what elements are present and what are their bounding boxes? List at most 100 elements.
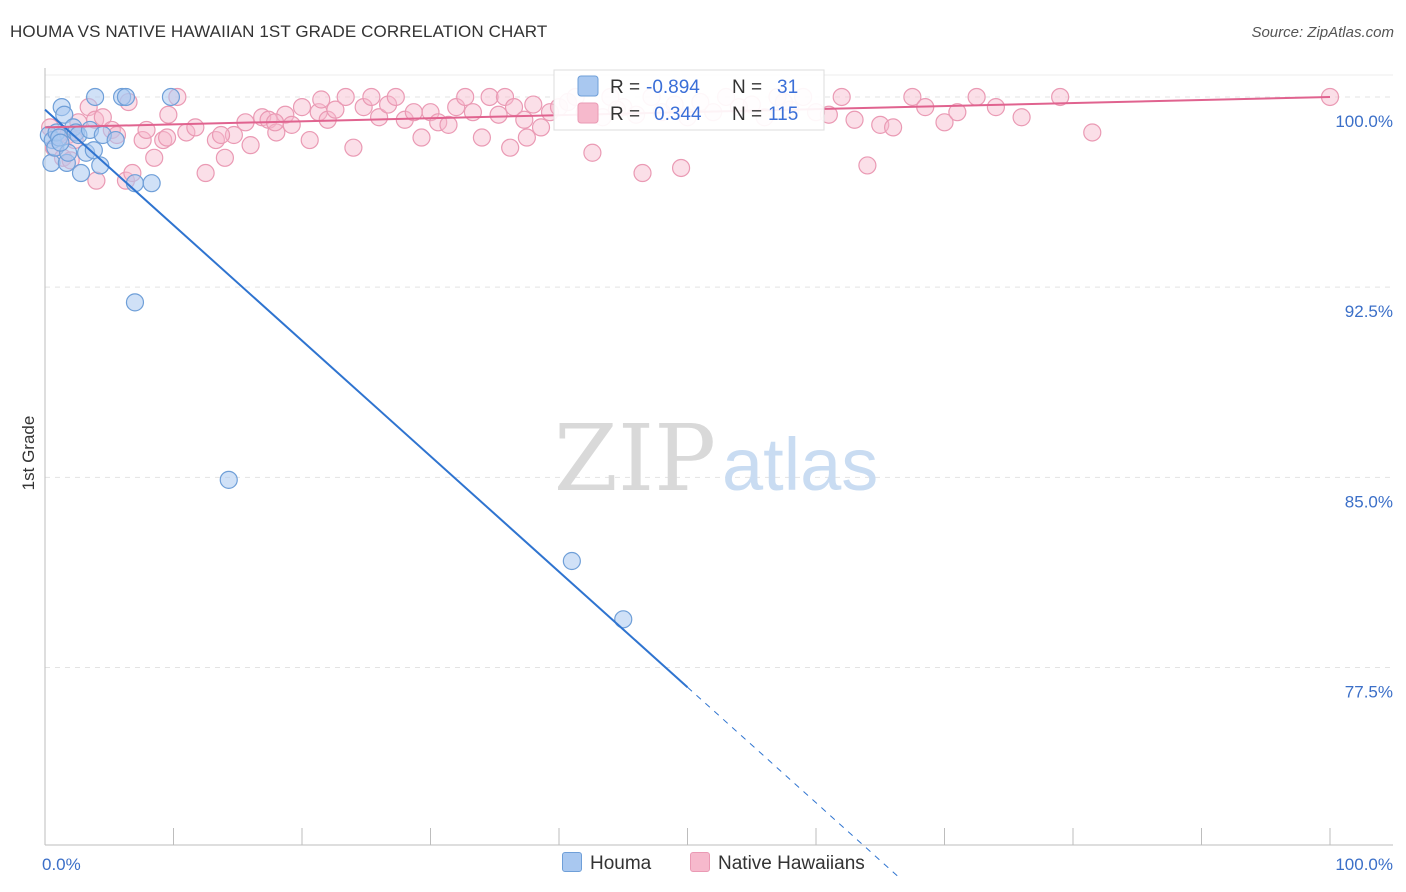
nh-point-38 [336,87,355,107]
nh-point-27 [241,136,260,155]
nh-point-92 [883,118,903,137]
nh-point-32 [282,115,301,134]
legend-native-hawaiians[interactable]: Native Hawaiians [690,852,865,875]
y-tick-labels: 100.0% 92.5% 85.0% 77.5% [1335,112,1393,702]
houma-point-30 [51,133,70,152]
watermark-atlas: atlas [722,423,878,506]
nh-point-31 [276,105,295,124]
houma-n-label: N = [732,77,762,98]
nh-point-61 [531,118,551,137]
nh-point-34 [300,130,319,150]
legend-nh-swatch [690,852,710,872]
houma-point-27 [219,470,238,489]
watermark: ZIP atlas [554,405,878,512]
houma-stats-swatch [577,75,599,97]
houma-point-26 [125,293,145,312]
axes [44,68,1393,846]
houma-point-24 [161,87,181,107]
nh-point-90 [858,156,877,175]
nh-point-55 [480,87,499,107]
nh-point-56 [489,105,508,124]
y-tick-label-2: 85.0% [1345,492,1393,511]
nh-point-89 [845,110,864,129]
nh-point-96 [967,87,986,107]
x-tick-max: 100.0% [1335,855,1393,874]
nh-point-23 [206,130,226,150]
nh-point-93 [903,87,922,107]
nh-point-109 [671,158,691,178]
nh-n-label: N = [732,104,762,125]
nh-point-98 [1012,108,1031,127]
houma-trend-extension [687,686,900,879]
houma-n-value: 31 [777,77,798,98]
houma-points [39,87,633,629]
houma-point-7 [55,105,74,124]
legend-nh-label: Native Hawaiians [718,853,865,874]
houma-point-28 [562,551,581,571]
nh-point-50 [439,115,458,134]
chart-title: HOUMA VS NATIVE HAWAIIAN 1ST GRADE CORRE… [10,22,548,41]
nh-point-16 [145,148,164,167]
nh-point-47 [412,128,431,147]
nh-point-102 [87,171,106,190]
nh-point-40 [354,98,373,117]
x-tick-min: 0.0% [42,855,81,874]
nh-point-59 [515,110,534,129]
nh-point-24 [215,148,234,167]
legend-houma-label: Houma [590,853,652,874]
nh-point-67 [583,143,602,162]
nh-point-39 [344,138,363,157]
nh-point-99 [1051,87,1070,107]
nh-point-25 [224,125,243,145]
houma-trend-line [44,108,689,688]
nh-point-88 [832,87,851,107]
nh-r-value: 0.344 [654,104,702,125]
houma-point-25 [86,87,105,107]
nh-point-57 [495,87,515,107]
nh-point-22 [196,163,215,183]
nh-point-44 [386,87,405,107]
stats-legend: R = -0.894 N = 31 R = 0.344 N = 115 [553,69,825,131]
nh-point-43 [378,95,398,114]
nh-point-60 [524,95,543,114]
nh-point-21 [186,118,205,137]
houma-r-value: -0.894 [646,77,700,98]
y-axis-label: 1st Grade [19,416,38,491]
nh-n-value: 115 [768,104,798,125]
legend-houma-swatch [562,852,582,872]
nh-r-label: R = [610,104,640,125]
houma-point-29 [614,610,633,629]
nh-point-105 [517,128,536,147]
nh-point-51 [447,98,466,117]
nh-point-37 [326,100,345,119]
gridlines [45,74,1393,668]
houma-point-21 [116,87,136,107]
houma-point-22 [125,174,145,193]
nh-point-14 [133,130,152,150]
nh-point-111 [312,90,331,109]
nh-point-18 [159,105,178,124]
nh-point-41 [362,87,381,107]
watermark-zip: ZIP [554,405,716,512]
source-label: Source: ZipAtlas.com [1251,24,1394,41]
legend-houma[interactable]: Houma [562,852,651,875]
houma-point-23 [142,174,161,193]
nh-point-48 [421,103,440,122]
nh-stats-swatch [577,102,599,124]
nh-point-97 [986,98,1006,117]
houma-r-label: R = [610,77,640,98]
nh-point-33 [292,98,312,117]
houma-point-17 [91,156,110,175]
nh-point-110 [948,103,967,122]
nh-point-42 [370,108,389,127]
nh-point-104 [211,125,231,145]
nh-point-54 [472,128,491,147]
y-tick-label-0: 100.0% [1335,112,1393,131]
y-tick-label-1: 92.5% [1345,302,1393,321]
houma-point-1 [42,153,61,172]
houma-point-13 [71,163,91,183]
nh-point-106 [501,138,520,157]
nh-point-72 [633,163,652,183]
nh-point-95 [935,113,954,132]
